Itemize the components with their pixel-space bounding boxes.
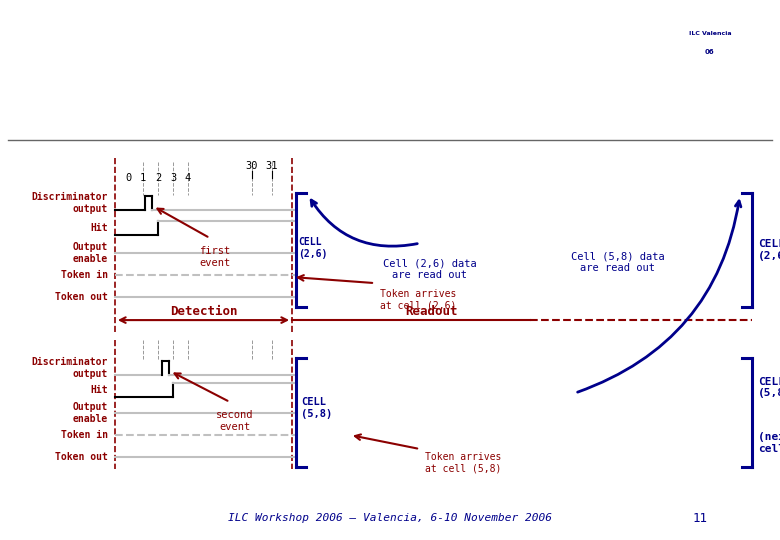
Text: Token in: Token in: [61, 270, 108, 280]
Text: first
event: first event: [200, 246, 231, 268]
Text: Cell (5,8) data
are read out: Cell (5,8) data are read out: [571, 251, 665, 273]
Text: 30: 30: [246, 161, 258, 171]
Text: CELL
(5,8): CELL (5,8): [758, 377, 780, 399]
Text: 4: 4: [185, 173, 191, 183]
Text: Timing diagram: Timing diagram: [255, 21, 525, 50]
Text: 3: 3: [170, 173, 176, 183]
Text: second
event: second event: [216, 410, 254, 431]
Text: (next hit
cell): (next hit cell): [758, 432, 780, 454]
Text: CELL
(2,6): CELL (2,6): [298, 237, 328, 259]
Text: Token out: Token out: [55, 292, 108, 302]
Text: Token arrives
at cell (2,6): Token arrives at cell (2,6): [380, 289, 456, 310]
Text: 0: 0: [125, 173, 131, 183]
Text: Token in: Token in: [61, 430, 108, 440]
Text: ILC Valencia: ILC Valencia: [689, 31, 731, 36]
Text: Token out: Token out: [55, 452, 108, 462]
Text: Detection: Detection: [170, 305, 237, 318]
Text: Token arrives
at cell (5,8): Token arrives at cell (5,8): [425, 452, 502, 474]
Text: Hit: Hit: [90, 223, 108, 233]
Text: ILC Workshop 2006 – Valencia, 6-10 November 2006: ILC Workshop 2006 – Valencia, 6-10 Novem…: [228, 513, 552, 523]
Text: CELL
(2,6): CELL (2,6): [758, 239, 780, 261]
Text: 31: 31: [266, 161, 278, 171]
Text: Hit: Hit: [90, 385, 108, 395]
Text: Readout: Readout: [405, 305, 457, 318]
Text: 06: 06: [705, 49, 714, 55]
Text: Discriminator
output: Discriminator output: [32, 192, 108, 214]
Text: Discriminator
output: Discriminator output: [32, 357, 108, 379]
Text: 2: 2: [155, 173, 161, 183]
Text: Output
enable: Output enable: [73, 242, 108, 264]
Text: Cell (2,6) data
are read out: Cell (2,6) data are read out: [383, 258, 477, 280]
Text: CELL
(5,8): CELL (5,8): [301, 397, 332, 419]
Text: 1: 1: [140, 173, 146, 183]
Text: Output
enable: Output enable: [73, 402, 108, 424]
Text: 11: 11: [693, 511, 707, 524]
